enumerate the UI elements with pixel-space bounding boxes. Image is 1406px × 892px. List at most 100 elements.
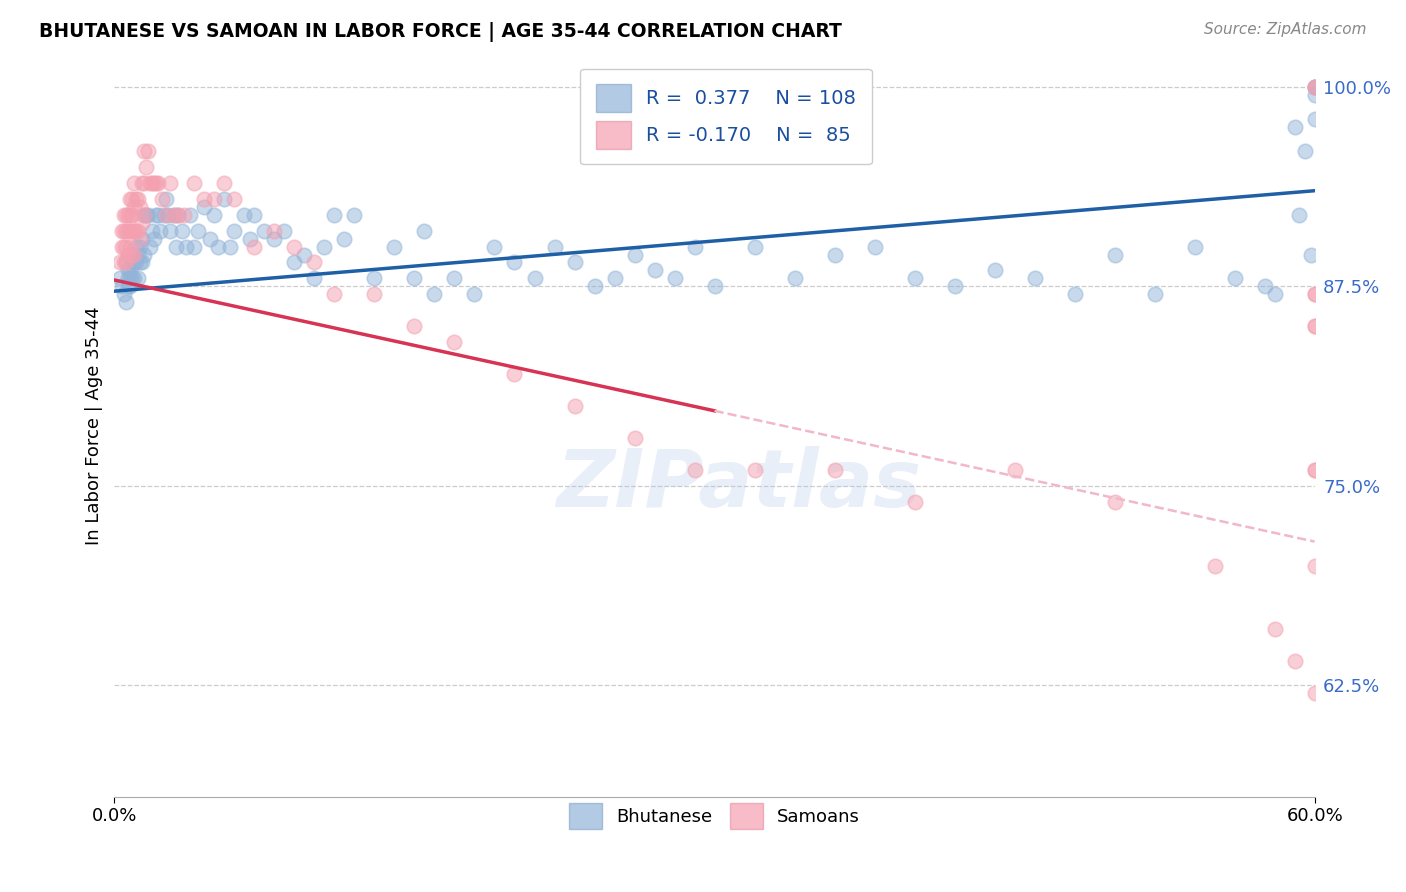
Point (644, 263, 666, 277)
Point (143, 176, 166, 190)
Point (1303, 80, 1326, 95)
Point (187, 224, 209, 238)
Point (1303, 88, 1326, 103)
Point (115, 295, 138, 310)
Point (983, 263, 1005, 277)
Point (120, 271, 142, 285)
Point (179, 208, 201, 222)
Point (139, 239, 162, 253)
Point (1063, 287, 1085, 301)
Point (193, 192, 215, 206)
Point (1303, 463, 1326, 477)
Point (127, 247, 149, 261)
Point (1303, 80, 1326, 95)
Point (124, 255, 146, 269)
Point (294, 247, 316, 261)
Point (110, 255, 132, 269)
Point (129, 239, 152, 253)
Point (149, 224, 172, 238)
Point (304, 271, 326, 285)
Point (145, 208, 167, 222)
Point (134, 208, 156, 222)
Point (134, 247, 156, 261)
Point (145, 176, 167, 190)
Point (125, 255, 148, 269)
Point (131, 216, 153, 230)
Point (121, 208, 143, 222)
Point (125, 224, 148, 238)
Point (120, 224, 142, 238)
Text: Source: ZipAtlas.com: Source: ZipAtlas.com (1204, 22, 1367, 37)
Point (153, 208, 176, 222)
Point (333, 231, 356, 245)
Point (543, 239, 565, 253)
Point (165, 239, 187, 253)
Point (129, 200, 152, 214)
Point (115, 255, 138, 269)
Point (523, 271, 546, 285)
Point (1303, 287, 1326, 301)
Text: ZIPatlas: ZIPatlas (555, 446, 921, 524)
Point (134, 144, 156, 158)
Point (744, 463, 766, 477)
Point (1303, 80, 1326, 95)
Point (117, 208, 139, 222)
Point (176, 239, 198, 253)
Point (683, 463, 706, 477)
Point (183, 239, 205, 253)
Point (138, 208, 160, 222)
Point (138, 144, 160, 158)
Point (120, 239, 142, 253)
Point (115, 239, 138, 253)
Point (125, 192, 148, 206)
Y-axis label: In Labor Force | Age 35-44: In Labor Force | Age 35-44 (86, 307, 103, 545)
Point (623, 431, 645, 445)
Point (110, 271, 132, 285)
Point (233, 208, 256, 222)
Point (204, 192, 226, 206)
Point (163, 208, 186, 222)
Point (148, 176, 170, 190)
Point (124, 224, 146, 238)
Point (224, 224, 246, 238)
Point (214, 176, 236, 190)
Point (214, 192, 236, 206)
Point (120, 208, 142, 222)
Point (111, 239, 134, 253)
Point (111, 224, 134, 238)
Point (135, 160, 157, 174)
Point (120, 192, 142, 206)
Point (1104, 494, 1126, 508)
Point (115, 208, 138, 222)
Point (404, 271, 426, 285)
Point (413, 224, 436, 238)
Point (824, 247, 846, 261)
Point (239, 231, 262, 245)
Point (120, 263, 142, 277)
Point (384, 239, 406, 253)
Point (193, 200, 215, 214)
Point (129, 255, 152, 269)
Point (135, 208, 157, 222)
Point (1303, 463, 1326, 477)
Point (131, 255, 153, 269)
Point (134, 176, 156, 190)
Point (127, 224, 149, 238)
Point (363, 287, 385, 301)
Point (304, 255, 326, 269)
Point (1253, 279, 1275, 293)
Point (1303, 558, 1326, 573)
Point (159, 224, 181, 238)
Point (423, 287, 446, 301)
Point (163, 208, 186, 222)
Point (1104, 247, 1126, 261)
Point (503, 255, 526, 269)
Point (121, 271, 143, 285)
Point (1143, 287, 1166, 301)
Point (117, 279, 139, 293)
Point (167, 208, 190, 222)
Point (127, 271, 149, 285)
Point (141, 224, 163, 238)
Point (121, 255, 143, 269)
Point (314, 239, 336, 253)
